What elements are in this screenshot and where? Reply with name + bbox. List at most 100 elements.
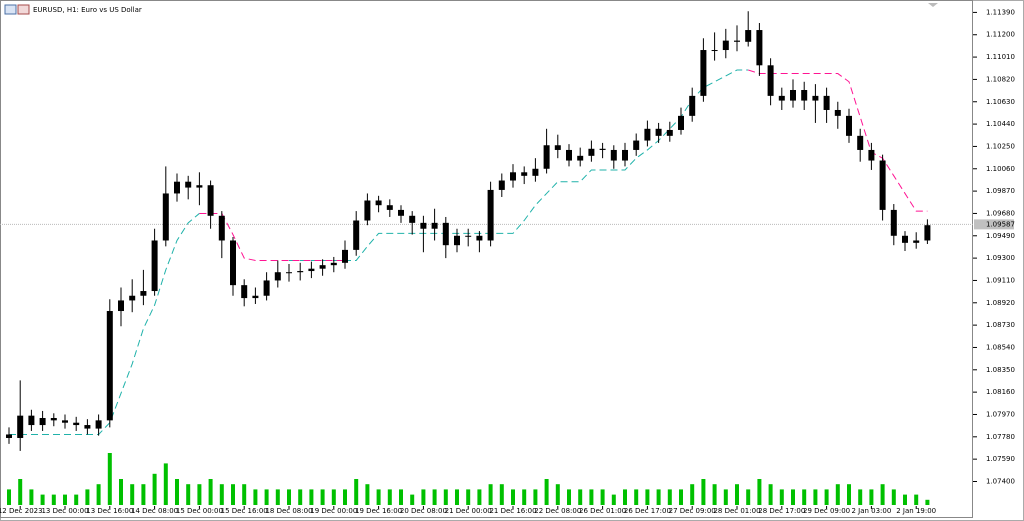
candle-body [521,172,528,176]
candle-body [17,415,24,438]
candle-body [644,128,651,141]
volume-bar [208,479,213,505]
volume-bar [567,489,571,505]
candle-body [409,215,416,223]
volume-bar [578,489,583,505]
candle-body [745,30,752,42]
candle-body [554,145,561,150]
candle-body [532,168,539,176]
candle-body [274,272,281,281]
candle-body [207,185,214,216]
price-label-box [974,219,1014,230]
candle-body [700,50,707,96]
candle-body [263,280,270,296]
candle-body [666,129,673,136]
volume-bar [354,479,359,505]
y-tick-label: 1.11010 [986,53,1015,61]
candle-body [890,209,897,236]
candle-body [162,193,169,241]
candle-body [319,265,326,269]
x-tick-label: 26 Dec 01:00 [579,507,626,515]
x-tick-label: 26 Dec 17:00 [624,507,671,515]
volume-bar [74,494,79,505]
stop-line [289,69,749,261]
scroll-marker [928,3,938,7]
volume-bar [443,489,448,505]
y-tick-label: 1.09870 [986,187,1015,195]
volume-bar [589,489,594,505]
candle-body [879,160,886,210]
candle-body [476,235,483,241]
x-tick-label: 18 Dec 08:00 [265,507,312,515]
x-tick-label: 20 Dec 08:00 [400,507,447,515]
volume-bar [51,494,56,505]
volume-bar [365,484,370,505]
y-tick-label: 1.07400 [986,477,1015,485]
candle-body [431,222,438,229]
x-tick-label: 19 Dec 00:00 [310,507,357,515]
volume-bar [18,479,23,505]
x-tick-label: 15 Dec 00:00 [176,507,223,515]
x-tick-label: 21 Dec 16:00 [489,507,536,515]
candle-body [286,272,292,274]
candle-body [722,40,729,51]
candle-body [118,300,124,312]
y-tick-label: 1.09490 [986,232,1015,240]
candle-body [543,145,550,169]
volume-bar [309,489,314,505]
volume-bar [421,489,426,505]
x-tick-label: 13 Dec 16:00 [86,507,133,515]
volume-bar [253,489,258,505]
y-tick-label: 1.10820 [986,75,1015,83]
volume-bar [477,489,482,505]
candle-body [140,291,147,296]
volume-bar [96,484,101,505]
candle-body [756,30,763,66]
y-tick-label: 1.07780 [986,433,1015,441]
candle-body [297,271,304,273]
volume-bar [376,489,381,505]
x-tick-label: 13 Dec 00:00 [41,507,88,515]
volume-bar [858,489,863,505]
candle-body [834,109,841,116]
candle-body [442,222,449,246]
x-tick-label: 12 Dec 2023 [0,507,43,515]
candle-body [633,140,640,150]
volume-bar [914,494,919,505]
volume-bar [712,484,717,505]
volume-bar [387,489,392,505]
y-tick-label: 1.10060 [986,165,1015,173]
x-tick-label: 2 Jan 19:00 [896,507,936,515]
volume-bar [802,489,807,505]
candle-body [734,40,740,42]
volume-bar [141,484,146,505]
candle-body [151,240,158,292]
volume-bar [29,489,34,505]
volume-bar [331,489,336,505]
y-tick-label: 1.10630 [986,98,1015,106]
candle-body [487,189,494,241]
volume-bar [891,489,896,505]
volume-bar [835,484,840,505]
candle-body [767,65,774,96]
candle-body [902,235,908,243]
volume-bar [757,479,762,505]
stop-line [748,69,928,212]
volume-bar [667,489,672,505]
candle-body [599,148,606,150]
candle-body [465,235,472,237]
candle-body [241,285,248,299]
candle-body [39,418,46,426]
candle-body [846,115,852,136]
candle-body [129,295,136,301]
volume-bar [287,489,291,505]
x-tick-label: 28 Dec 17:00 [758,507,805,515]
volume-bar [488,484,493,505]
candle-body [196,185,203,188]
volume-bar [623,489,627,505]
volume-bar [533,489,538,505]
candle-body [510,172,516,181]
volume-bar [107,453,112,505]
candle-body [95,420,102,429]
